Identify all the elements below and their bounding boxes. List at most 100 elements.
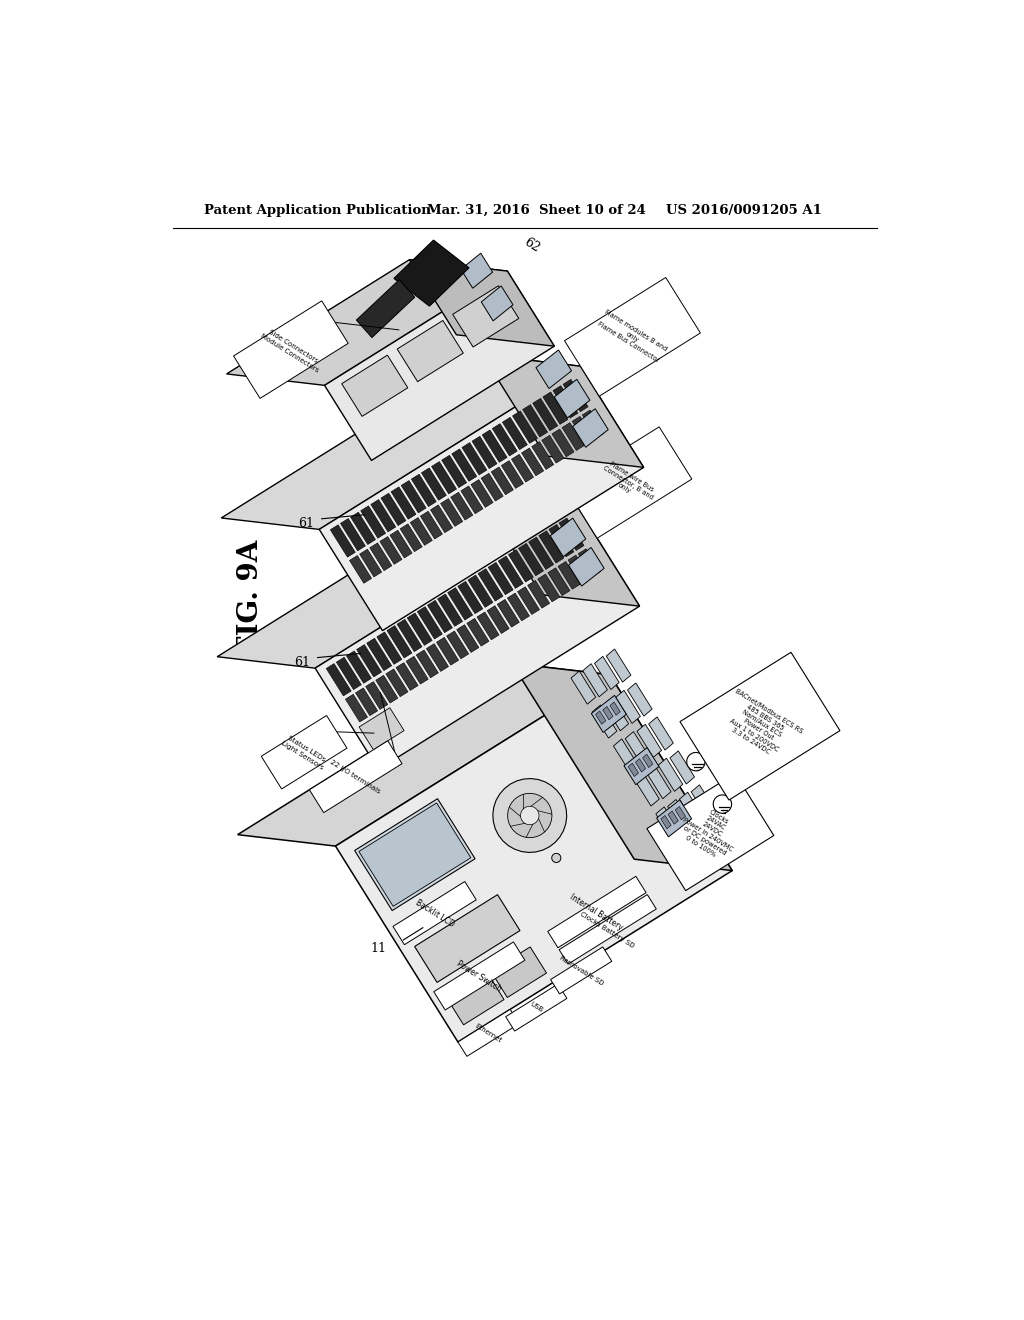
Polygon shape (461, 253, 493, 288)
Polygon shape (660, 816, 671, 829)
Polygon shape (636, 759, 646, 772)
Polygon shape (452, 449, 477, 482)
Polygon shape (520, 807, 539, 825)
Polygon shape (415, 895, 520, 982)
Polygon shape (549, 524, 573, 557)
Text: Mar. 31, 2016  Sheet 10 of 24: Mar. 31, 2016 Sheet 10 of 24 (427, 205, 646, 218)
Polygon shape (426, 644, 449, 672)
Polygon shape (441, 455, 467, 487)
Polygon shape (487, 606, 509, 634)
Polygon shape (527, 581, 550, 609)
Polygon shape (553, 385, 578, 418)
Polygon shape (591, 696, 627, 733)
Polygon shape (538, 574, 560, 602)
Polygon shape (613, 739, 638, 772)
Text: Clocks
24VAC
24VDC
Power In 240VMC
or DC powered
0 to 100%: Clocks 24VAC 24VDC Power In 240VMC or DC… (675, 799, 745, 865)
Text: USB: USB (528, 1002, 544, 1014)
Polygon shape (412, 474, 436, 507)
Text: Status LEDs
Light Sensors: Status LEDs Light Sensors (280, 734, 329, 771)
Polygon shape (558, 561, 580, 589)
Text: Ethernet: Ethernet (474, 1022, 503, 1043)
Polygon shape (370, 543, 392, 570)
Polygon shape (422, 467, 446, 500)
Polygon shape (488, 562, 513, 595)
Polygon shape (595, 656, 620, 689)
Polygon shape (421, 511, 442, 539)
Text: Flame wire Bus
Connector, B and
only: Flame wire Bus Connector, B and only (598, 459, 657, 507)
Polygon shape (499, 556, 523, 589)
Polygon shape (680, 652, 840, 800)
Polygon shape (446, 631, 469, 659)
Polygon shape (512, 663, 732, 871)
Polygon shape (238, 663, 609, 846)
Polygon shape (397, 321, 463, 381)
Polygon shape (226, 260, 507, 385)
Polygon shape (309, 741, 402, 813)
Polygon shape (434, 942, 525, 1010)
Polygon shape (467, 618, 489, 645)
Polygon shape (457, 624, 479, 652)
Polygon shape (387, 626, 412, 657)
Text: Patent Application Publication: Patent Application Publication (204, 205, 430, 218)
Polygon shape (628, 763, 639, 776)
Polygon shape (396, 663, 418, 690)
Polygon shape (548, 876, 646, 948)
Polygon shape (492, 467, 513, 495)
Polygon shape (430, 506, 453, 533)
Polygon shape (437, 594, 463, 627)
Polygon shape (551, 946, 611, 994)
Polygon shape (390, 531, 412, 558)
Polygon shape (572, 416, 594, 444)
Polygon shape (552, 429, 574, 457)
Polygon shape (371, 499, 396, 532)
Polygon shape (559, 519, 584, 550)
Polygon shape (596, 711, 606, 725)
Polygon shape (656, 807, 681, 840)
Polygon shape (400, 524, 422, 552)
Text: Internal Battery: Internal Battery (568, 892, 625, 932)
Polygon shape (511, 454, 534, 482)
Polygon shape (498, 599, 519, 627)
Polygon shape (451, 492, 473, 520)
Text: US 2016/0091205 A1: US 2016/0091205 A1 (666, 205, 821, 218)
Polygon shape (325, 271, 554, 461)
Polygon shape (512, 411, 538, 444)
Polygon shape (528, 537, 554, 569)
Polygon shape (472, 437, 497, 469)
Polygon shape (531, 488, 567, 527)
Polygon shape (649, 717, 674, 750)
Polygon shape (358, 803, 471, 907)
Polygon shape (345, 694, 368, 722)
Text: 61: 61 (295, 656, 310, 669)
Polygon shape (539, 531, 564, 564)
Polygon shape (550, 517, 586, 557)
Polygon shape (507, 593, 529, 620)
Polygon shape (647, 774, 774, 891)
Polygon shape (628, 682, 652, 717)
Polygon shape (315, 506, 640, 770)
Polygon shape (431, 462, 457, 494)
Polygon shape (503, 417, 527, 450)
Polygon shape (522, 405, 548, 437)
Polygon shape (506, 983, 567, 1031)
Polygon shape (447, 587, 473, 620)
Text: 11: 11 (371, 941, 387, 954)
Polygon shape (691, 785, 716, 818)
Polygon shape (461, 486, 483, 513)
Polygon shape (359, 708, 404, 750)
Polygon shape (481, 286, 513, 321)
Polygon shape (493, 424, 517, 455)
Polygon shape (458, 1010, 519, 1056)
Polygon shape (356, 280, 415, 338)
Polygon shape (568, 548, 604, 586)
Polygon shape (481, 474, 503, 502)
Polygon shape (319, 366, 644, 631)
Polygon shape (340, 519, 366, 550)
Polygon shape (670, 751, 694, 784)
Polygon shape (626, 731, 650, 764)
Polygon shape (418, 607, 442, 639)
Polygon shape (391, 487, 416, 519)
Text: Backlit LCD: Backlit LCD (414, 898, 456, 928)
Polygon shape (656, 800, 691, 837)
Polygon shape (579, 549, 600, 577)
